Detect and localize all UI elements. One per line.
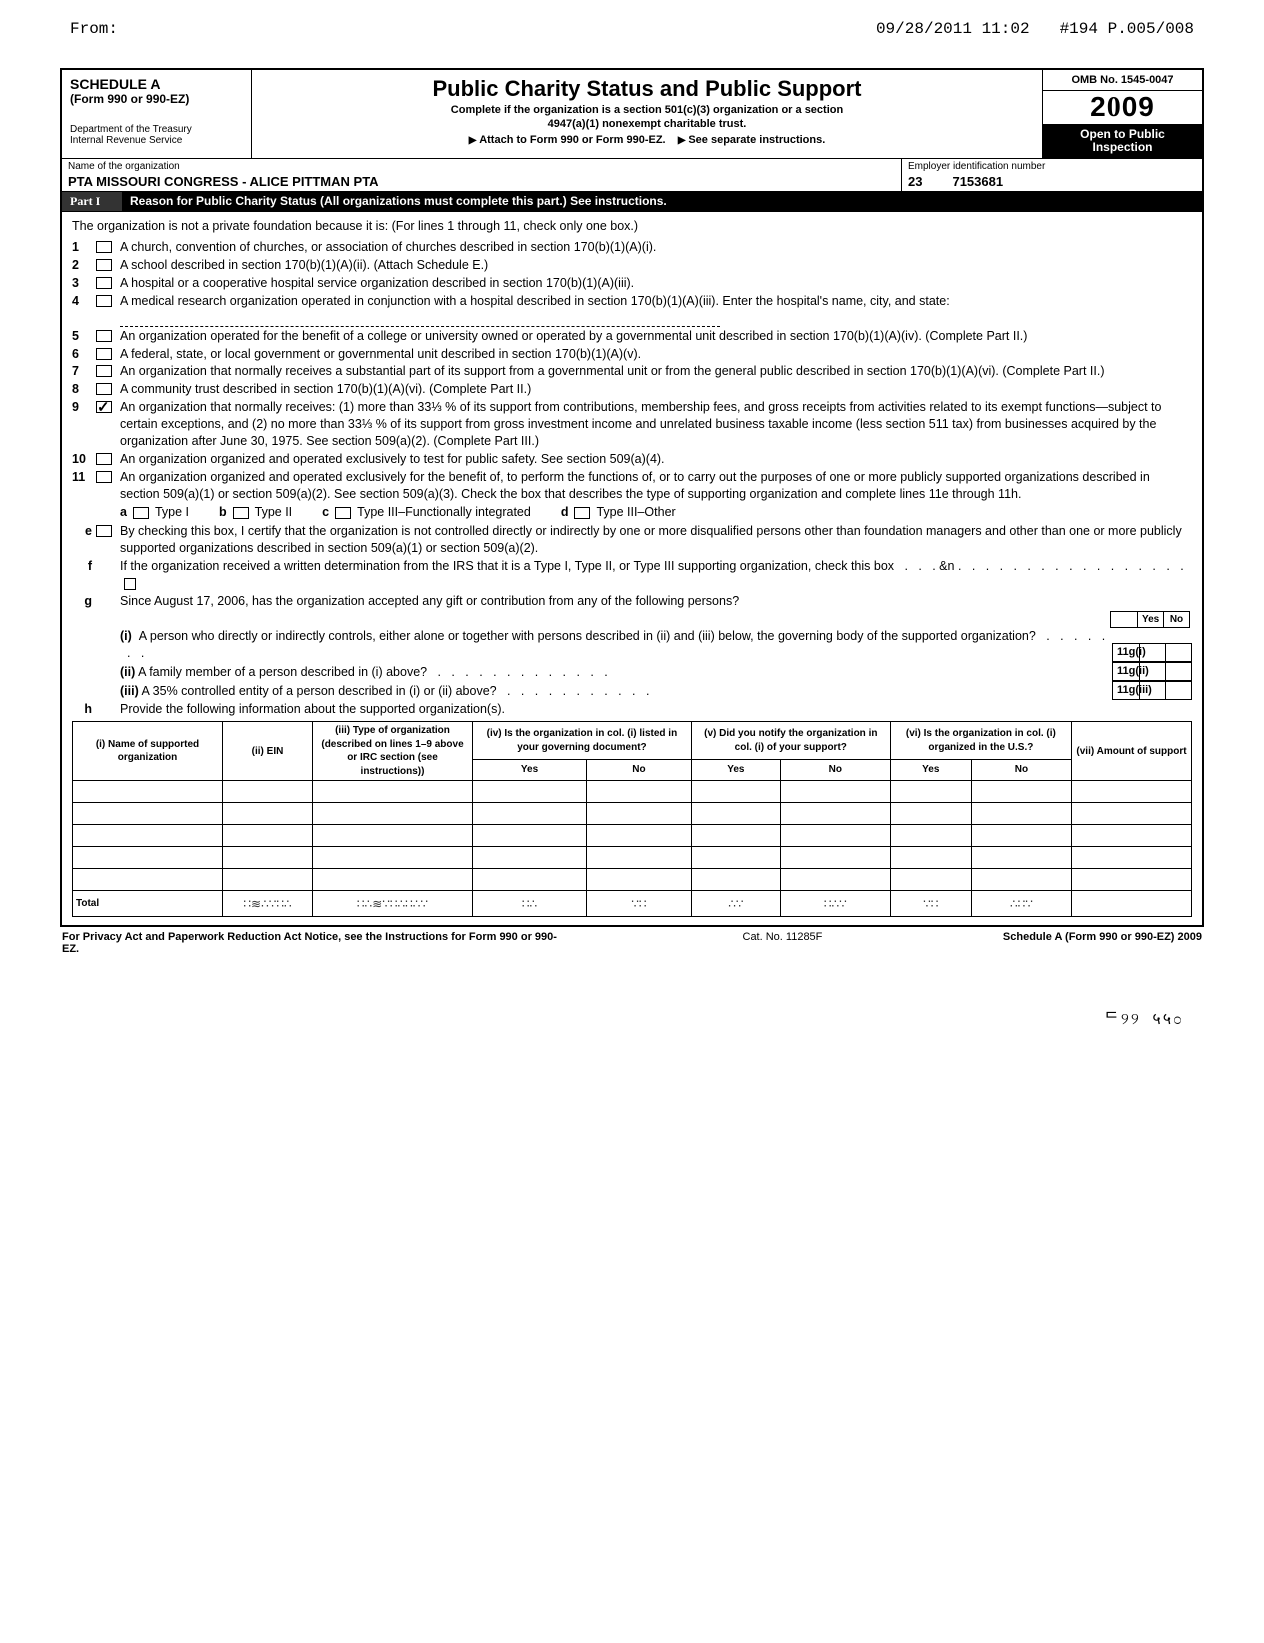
table-row xyxy=(73,803,1192,825)
table-row xyxy=(73,781,1192,803)
line-10: An organization organized and operated e… xyxy=(120,451,1192,468)
opt-b: Type II xyxy=(255,504,293,521)
sub1: Complete if the organization is a sectio… xyxy=(262,104,1032,116)
checkbox-1[interactable] xyxy=(96,241,112,253)
th-2: (ii) EIN xyxy=(223,722,313,781)
th-5: (v) Did you notify the organization in c… xyxy=(691,722,890,759)
th-1: (i) Name of supported organization xyxy=(73,722,223,781)
see-sep: See separate instructions. xyxy=(678,134,825,146)
line-2: A school described in section 170(b)(1)(… xyxy=(120,257,1192,274)
g2-label: 11g(ii) xyxy=(1113,663,1139,680)
checkbox-2[interactable] xyxy=(96,259,112,271)
footer: For Privacy Act and Paperwork Reduction … xyxy=(60,927,1204,955)
line-11: An organization organized and operated e… xyxy=(120,469,1192,503)
line-6: A federal, state, or local government or… xyxy=(120,346,1192,363)
dept1: Department of the Treasury xyxy=(70,124,243,135)
line-1: A church, convention of churches, or ass… xyxy=(120,239,1192,256)
top-right: OMB No. 1545-0047 2009 Open to Public In… xyxy=(1042,70,1202,158)
checkbox-3[interactable] xyxy=(96,277,112,289)
attach-text: Attach to Form 990 or Form 990-EZ. xyxy=(469,134,666,146)
line-7: An organization that normally receives a… xyxy=(120,363,1192,380)
line-e: By checking this box, I certify that the… xyxy=(120,523,1192,557)
th-3: (iii) Type of organization (described on… xyxy=(313,722,473,781)
checkbox-11[interactable] xyxy=(96,471,112,483)
table-row xyxy=(73,825,1192,847)
part-title: Reason for Public Charity Status (All or… xyxy=(122,192,1202,211)
th-4: (iv) Is the organization in col. (i) lis… xyxy=(473,722,692,759)
no-header: No xyxy=(1163,612,1189,628)
ein-prefix: 23 xyxy=(908,174,922,189)
page-stamp: ᄃ୨୨ ५५೦ xyxy=(60,1005,1204,1029)
omb: OMB No. 1545-0047 xyxy=(1043,70,1202,91)
opt-c: Type III–Functionally integrated xyxy=(357,504,531,521)
form-ref: (Form 990 or 990-EZ) xyxy=(70,92,243,106)
line-gii: A family member of a person described in… xyxy=(138,665,427,679)
yes-header: Yes xyxy=(1137,612,1163,628)
open2: Inspection xyxy=(1047,141,1198,154)
line-giii: A 35% controlled entity of a person desc… xyxy=(142,684,497,698)
line-9: An organization that normally receives: … xyxy=(120,399,1192,450)
checkbox-6[interactable] xyxy=(96,348,112,360)
part-label: Part I xyxy=(62,192,122,211)
opt-d: Type III–Other xyxy=(596,504,675,521)
line-8: A community trust described in section 1… xyxy=(120,381,1192,398)
checkbox-5[interactable] xyxy=(96,330,112,342)
checkbox-10[interactable] xyxy=(96,453,112,465)
checkbox-f[interactable] xyxy=(124,578,136,590)
line-g: Since August 17, 2006, has the organizat… xyxy=(120,593,1192,610)
sub2: 4947(a)(1) nonexempt charitable trust. xyxy=(262,118,1032,130)
intro: The organization is not a private founda… xyxy=(72,218,1192,235)
th-6: (vi) Is the organization in col. (i) org… xyxy=(890,722,1071,759)
checkbox-7[interactable] xyxy=(96,365,112,377)
th-7: (vii) Amount of support xyxy=(1072,722,1192,781)
line-f: If the organization received a written d… xyxy=(120,558,1192,592)
total-row: Total ∷≋∴∵∷∴ ∷∴≋∵∷∴∷∴∵ ∷∴ ∵∷ ∴∵ ∷∴∵ ∵∷ ∴… xyxy=(73,891,1192,917)
schedule-label: SCHEDULE A xyxy=(70,76,243,92)
footer-right: Schedule A (Form 990 or 990-EZ) 2009 xyxy=(1003,931,1202,955)
checkbox-11a[interactable] xyxy=(133,507,149,519)
table-row xyxy=(73,847,1192,869)
line-gi: A person who directly or indirectly cont… xyxy=(139,629,1036,643)
top-left: SCHEDULE A (Form 990 or 990-EZ) Departme… xyxy=(62,70,252,158)
footer-left: For Privacy Act and Paperwork Reduction … xyxy=(62,931,562,955)
footer-cat: Cat. No. 11285F xyxy=(743,931,823,955)
line-h: Provide the following information about … xyxy=(120,701,1192,718)
ein-number: 7153681 xyxy=(952,174,1003,189)
line-3: A hospital or a cooperative hospital ser… xyxy=(120,275,1192,292)
checkbox-11e[interactable] xyxy=(96,525,112,537)
fax-datetime: 09/28/2011 11:02 xyxy=(876,20,1030,38)
g3-label: 11g(iii) xyxy=(1113,682,1139,699)
support-table: (i) Name of supported organization (ii) … xyxy=(72,721,1192,917)
g1-label: 11g(i) xyxy=(1113,644,1139,661)
table-row xyxy=(73,869,1192,891)
dept2: Internal Revenue Service xyxy=(70,135,243,146)
opt-a: Type I xyxy=(155,504,189,521)
form-body: The organization is not a private founda… xyxy=(62,212,1202,925)
checkbox-9[interactable] xyxy=(96,401,112,413)
fax-header: From: 09/28/2011 11:02 #194 P.005/008 xyxy=(60,20,1204,38)
checkbox-11b[interactable] xyxy=(233,507,249,519)
line-5: An organization operated for the benefit… xyxy=(120,328,1192,345)
fax-from: From: xyxy=(70,20,118,38)
checkbox-4[interactable] xyxy=(96,295,112,307)
year: 2009 xyxy=(1043,91,1202,124)
org-name: PTA MISSOURI CONGRESS - ALICE PITTMAN PT… xyxy=(68,174,895,189)
ein-label: Employer identification number xyxy=(908,161,1196,172)
checkbox-8[interactable] xyxy=(96,383,112,395)
form-title: Public Charity Status and Public Support xyxy=(262,76,1032,102)
top-center: Public Charity Status and Public Support… xyxy=(252,70,1042,158)
line-4: A medical research organization operated… xyxy=(120,293,1192,327)
checkbox-11d[interactable] xyxy=(574,507,590,519)
name-label: Name of the organization xyxy=(68,161,895,172)
fax-page: #194 P.005/008 xyxy=(1060,20,1194,38)
checkbox-11c[interactable] xyxy=(335,507,351,519)
form-frame: SCHEDULE A (Form 990 or 990-EZ) Departme… xyxy=(60,68,1204,927)
